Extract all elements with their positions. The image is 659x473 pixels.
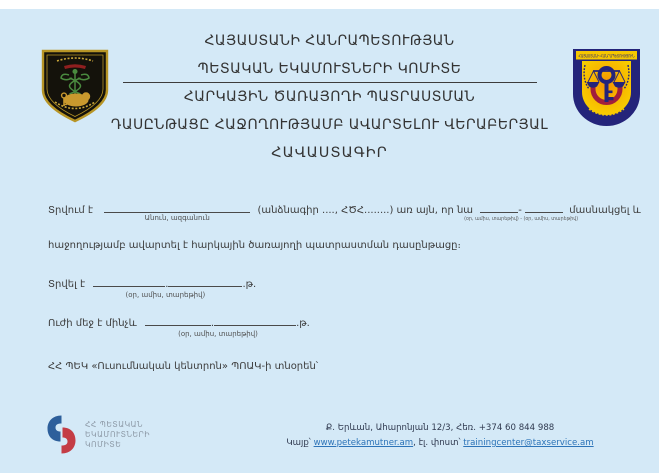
issue-date-line: Տրվել է . (օր, ամիս, տարեթիվ) .թ. [48, 276, 257, 299]
email-link[interactable]: trainingcenter@taxservice.am [463, 438, 594, 448]
issued-to-line: Տրվում է Անուն, ազգանուն (անձնագիր ....,… [48, 202, 641, 222]
header-course-line1: ՀԱՐԿԱՅԻՆ ԾԱՌԱՅՈՂԻ ՊԱՏՐԱՍՏՄԱՆ [183, 89, 476, 105]
header-course-line2: ԴԱՍԸՆԹԱՑԸ ՀԱՋՈՂՈՒԹՅԱՄԲ ԱՎԱՐՏԵԼՈՒ ՎԵՐԱԲԵՐ… [110, 117, 549, 133]
issue-date-blank-2 [168, 276, 243, 287]
participated-text: մասնակցել և [569, 205, 641, 216]
valid-until-prefix: Ուժի մեջ է մինչև [48, 318, 137, 329]
header-divider [123, 82, 537, 83]
header-committee: ՊԵՏԱԿԱՆ ԵԿԱՄՈՒՏՆԵՐԻ ԿՈՄԻՏԵ [197, 61, 462, 77]
footer-address: Ք. Երևան, Ահարոնյան 12/3, Հեռ. +374 60 8… [325, 423, 555, 433]
range-end-blank [525, 202, 564, 213]
date-range: - (օր, ամիս, տարեթիվ) - (օր, ամիս, տարեթ… [464, 202, 578, 222]
valid-until-blank-2 [214, 315, 297, 326]
src-footer-logo [47, 415, 76, 454]
valid-until-caption: (օր, ամիս, տարեթիվ) [178, 330, 258, 338]
revenue-committee-patch-emblem [41, 49, 109, 123]
header-country: ՀԱՅԱՍՏԱՆԻ ՀԱՆՐԱՊԵՏՈՒԹՅԱՆ [204, 33, 455, 49]
website-link[interactable]: www.petekamutner.am [313, 438, 414, 448]
emblem-horseshoe [590, 83, 623, 105]
director-line: ՀՀ ՊԵԿ «Ուսումնական կենտրոն» ՊՈԱԿ-ի տնօր… [48, 361, 319, 372]
completed-line: հաջողությամբ ավարտել է հարկային ծառայողի… [48, 240, 461, 251]
valid-until-dot: . [210, 318, 215, 329]
tax-service-emblem: ՀԱՅԱՍՏԱՆԻ ՀԱՆՐԱՊԵՏՈՒԹՅՈՒՆ [573, 49, 640, 126]
email-label: , էլ. փոստ՝ [413, 438, 464, 448]
valid-until-blank-1 [144, 315, 211, 326]
certificate-sheet: ՀԱՅԱՍՏԱՆԻ ՀԱՆՐԱՊԵՏՈՒԹՅՈՒՆ ՀԱՅԱՍՏԱՆԻ ՀԱՆՐ… [0, 9, 659, 473]
issue-date-prefix: Տրվել է [48, 279, 86, 290]
footer-org-name: ՀՀ ՊԵՏԱԿԱՆ ԵԿԱՄՈՒՏՆԵՐԻ ԿՈՄԻՏԵ [85, 420, 150, 450]
footer-org-line2: ԵԿԱՄՈՒՏՆԵՐԻ [85, 430, 151, 439]
valid-until-line: Ուժի մեջ է մինչև . (օր, ամիս, տարեթիվ) .… [48, 315, 310, 338]
footer-links-line: Կայք՝ www.petekamutner.am, էլ. փոստ՝ tra… [280, 436, 600, 451]
issue-date-caption: (օր, ամիս, տարեթիվ) [125, 291, 206, 299]
patch-ribbon [64, 64, 86, 69]
lion-with-key-icon [60, 92, 91, 107]
key-and-scales-icon [586, 66, 626, 102]
issue-date-blank-1 [93, 276, 166, 287]
valid-until-blanks: . (օր, ամիս, տարեթիվ) [140, 315, 297, 338]
emblem-side-arc-text [583, 64, 630, 90]
passport-text: (անձնագիր ...., ՀԾՀ........) առ այն, որ … [257, 205, 474, 216]
issue-year-suffix: .թ. [242, 279, 257, 290]
footer-org-line3: ԿՈՄԻՏԵ [85, 440, 122, 449]
footer-contact: Ք. Երևան, Ահարոնյան 12/3, Հեռ. +374 60 8… [280, 421, 600, 451]
document-title: ՀԱՎԱՍՏԱԳԻՐ [271, 145, 388, 161]
issue-date-dot: . [165, 279, 169, 290]
range-dash: - [518, 205, 522, 216]
emblem-bottom-arc-text [588, 108, 625, 116]
footer-org-line1: ՀՀ ՊԵՏԱԿԱՆ [85, 420, 144, 429]
valid-year-suffix: .թ. [296, 318, 310, 329]
issue-date-blanks: . (օր, ամիս, տարեթիվ) [88, 276, 243, 299]
patch-top-arc-text [56, 57, 94, 62]
emblem-band-text: ՀԱՅԱՍՏԱՆԻ ՀԱՆՐԱՊԵՏՈՒԹՅՈՒՆ [579, 53, 635, 58]
range-start-blank [480, 202, 519, 213]
issued-to-prefix: Տրվում է [48, 205, 94, 216]
patch-bottom-arc-text [54, 101, 96, 110]
range-caption: (օր, ամիս, տարեթիվ) - (օր, ամիս, տարեթիվ… [464, 217, 579, 222]
name-caption: Անուն, ազգանուն [144, 214, 210, 222]
name-blank: Անուն, ազգանուն [104, 202, 251, 222]
caduceus-icon [60, 68, 90, 95]
site-label: Կայք՝ [286, 438, 314, 448]
